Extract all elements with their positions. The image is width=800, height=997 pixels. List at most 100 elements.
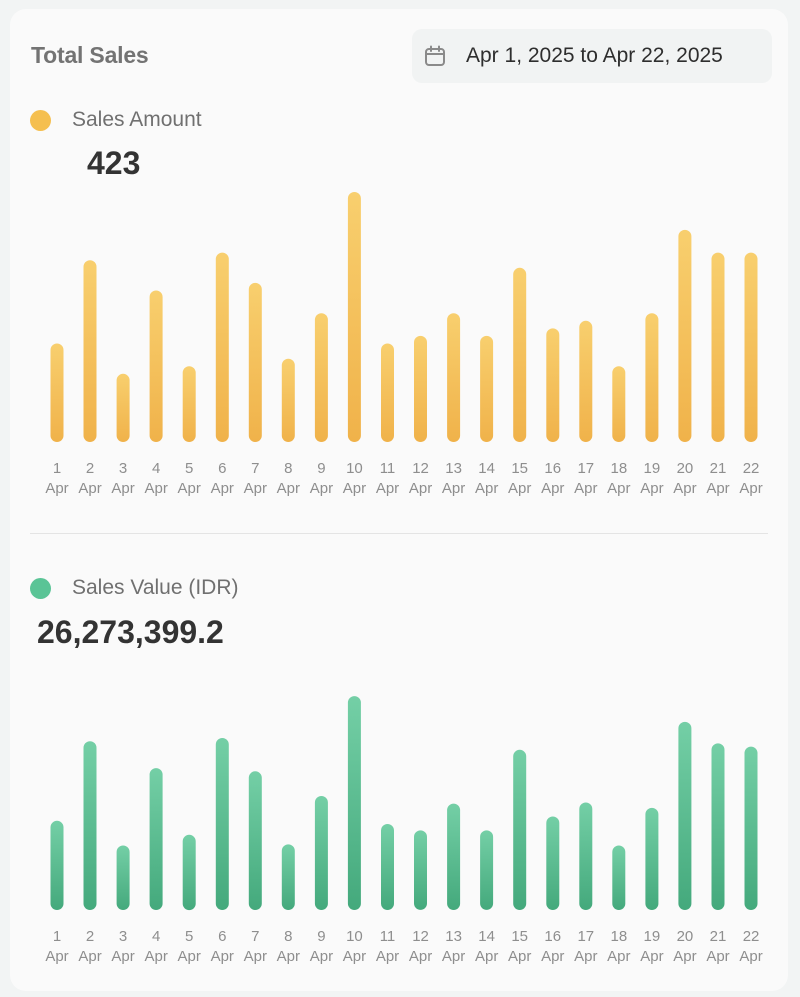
bar-19-apr[interactable] — [645, 313, 659, 442]
bar-15-apr[interactable] — [513, 267, 527, 442]
bar-1-apr[interactable] — [50, 343, 64, 443]
legend-sales-value: Sales Value (IDR) — [30, 576, 239, 600]
x-tick-day: 21 — [710, 928, 727, 945]
bar-20-apr[interactable] — [678, 229, 692, 442]
bar-10-apr[interactable] — [347, 696, 361, 910]
sales-value-chart: 1 Apr 2 Apr 3 Apr 4 Apr 5 Apr 6 Apr 7 Apr 8 Apr 9 Apr 10 Ap… — [45, 696, 763, 965]
x-tick-month: Apr — [541, 948, 564, 965]
x-tick-day: 1 — [53, 460, 61, 477]
bar-9-apr[interactable] — [314, 313, 328, 442]
bar-6-apr[interactable] — [215, 252, 229, 442]
x-tick-month: Apr — [310, 480, 333, 497]
x-tick-day: 17 — [577, 928, 594, 945]
x-tick-day: 1 — [53, 928, 61, 945]
x-tick-month: Apr — [178, 480, 201, 497]
x-tick-day: 6 — [218, 928, 226, 945]
x-tick-day: 22 — [743, 460, 760, 477]
x-tick-month: Apr — [475, 948, 498, 965]
bar-5-apr[interactable] — [182, 366, 196, 442]
bar-14-apr[interactable] — [480, 335, 494, 442]
x-tick-day: 15 — [511, 928, 528, 945]
bar-14-apr[interactable] — [480, 830, 494, 910]
bar-22-apr[interactable] — [744, 746, 758, 910]
x-tick-month: Apr — [409, 948, 432, 965]
bar-8-apr[interactable] — [281, 358, 295, 442]
bar-13-apr[interactable] — [447, 803, 461, 910]
x-tick-month: Apr — [45, 948, 68, 965]
bar-1-apr[interactable] — [50, 820, 64, 910]
bar-12-apr[interactable] — [414, 335, 427, 442]
x-tick-month: Apr — [574, 480, 597, 497]
x-tick-day: 13 — [445, 928, 462, 945]
bar-8-apr[interactable] — [281, 844, 295, 910]
bar-15-apr[interactable] — [513, 749, 527, 910]
x-tick-day: 3 — [119, 460, 127, 477]
bar-4-apr[interactable] — [149, 290, 163, 443]
bar-10-apr[interactable] — [347, 192, 361, 442]
x-tick-day: 19 — [644, 928, 661, 945]
x-tick-day: 6 — [218, 460, 226, 477]
bar-11-apr[interactable] — [381, 343, 394, 443]
bar-17-apr[interactable] — [579, 802, 593, 911]
bar-18-apr[interactable] — [612, 845, 626, 911]
bar-5-apr[interactable] — [182, 834, 196, 911]
x-tick-month: Apr — [277, 948, 300, 965]
bar-16-apr[interactable] — [546, 328, 560, 442]
bar-4-apr[interactable] — [149, 768, 163, 910]
x-tick-day: 16 — [544, 928, 561, 945]
x-tick-month: Apr — [640, 948, 663, 965]
legend-label-value: Sales Value (IDR) — [72, 576, 239, 599]
x-tick-month: Apr — [144, 948, 167, 965]
bar-19-apr[interactable] — [645, 807, 659, 910]
bar-22-apr[interactable] — [744, 252, 758, 442]
x-tick-day: 2 — [86, 460, 94, 477]
card-title: Total Sales — [31, 42, 149, 68]
x-tick-month: Apr — [211, 480, 234, 497]
bar-20-apr[interactable] — [678, 721, 692, 910]
bar-21-apr[interactable] — [711, 743, 725, 910]
bar-3-apr[interactable] — [116, 845, 130, 911]
bar-11-apr[interactable] — [381, 824, 394, 910]
x-tick-day: 8 — [284, 928, 292, 945]
x-tick-day: 19 — [644, 460, 661, 477]
legend-dot-amount — [30, 109, 51, 131]
x-tick-day: 5 — [185, 460, 193, 477]
bar-16-apr[interactable] — [546, 816, 560, 911]
sales-amount-total: 423 — [87, 145, 141, 181]
x-tick-day: 18 — [611, 460, 628, 477]
x-tick-day: 17 — [577, 460, 594, 477]
bar-17-apr[interactable] — [579, 320, 593, 442]
x-tick-day: 5 — [185, 928, 193, 945]
bar-18-apr[interactable] — [612, 366, 626, 442]
x-tick-day: 18 — [611, 928, 628, 945]
bar-7-apr[interactable] — [248, 771, 262, 910]
x-tick-month: Apr — [277, 480, 300, 497]
x-tick-day: 14 — [478, 460, 495, 477]
bar-21-apr[interactable] — [711, 252, 725, 442]
x-tick-day: 12 — [412, 460, 429, 477]
x-tick-day: 7 — [251, 928, 259, 945]
bar-12-apr[interactable] — [414, 830, 427, 910]
x-tick-month: Apr — [640, 480, 663, 497]
bar-7-apr[interactable] — [248, 282, 262, 442]
x-tick-month: Apr — [442, 480, 465, 497]
x-tick-day: 9 — [317, 460, 325, 477]
x-tick-month: Apr — [343, 948, 366, 965]
bar-9-apr[interactable] — [314, 796, 328, 910]
calendar-icon — [424, 45, 446, 67]
bar-2-apr[interactable] — [83, 741, 97, 910]
x-tick-month: Apr — [706, 948, 729, 965]
x-tick-day: 4 — [152, 460, 160, 477]
bar-6-apr[interactable] — [215, 738, 229, 910]
bar-13-apr[interactable] — [447, 313, 461, 442]
x-tick-month: Apr — [45, 480, 68, 497]
x-tick-month: Apr — [409, 480, 432, 497]
section-divider — [30, 533, 768, 534]
date-range-picker[interactable]: Apr 1, 2025 to Apr 22, 2025 — [412, 29, 772, 83]
bar-2-apr[interactable] — [83, 260, 97, 442]
bar-3-apr[interactable] — [116, 373, 130, 442]
legend-label-amount: Sales Amount — [72, 108, 202, 131]
total-sales-card: Total Sales Apr 1, 2025 to Apr 22, 2025 … — [10, 9, 788, 991]
x-tick-month: Apr — [739, 480, 762, 497]
x-tick-day: 11 — [380, 928, 396, 945]
